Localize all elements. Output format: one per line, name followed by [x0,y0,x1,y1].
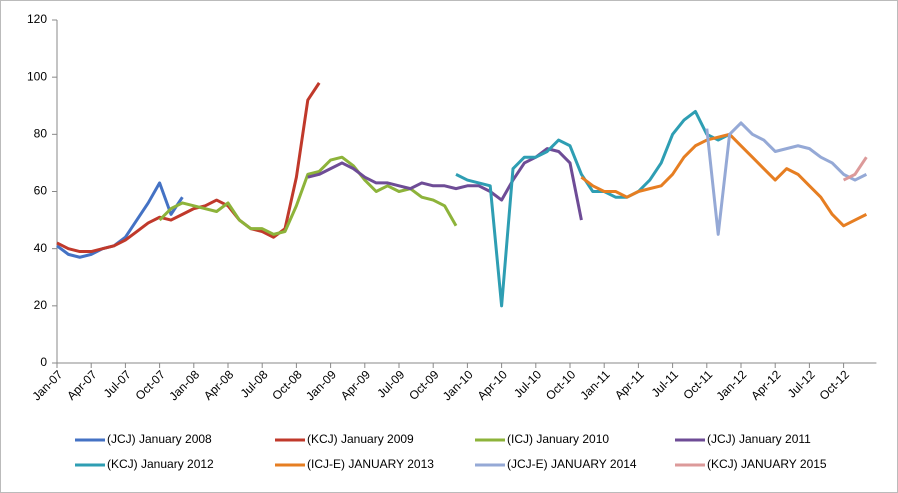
series-line [842,156,868,182]
y-tick-label: 60 [34,184,48,198]
legend-label: (KCJ) January 2009 [307,432,414,446]
series-line [580,132,868,228]
y-tick-label: 120 [27,12,47,26]
legend-label: (JCJ-E) JANUARY 2014 [507,457,637,471]
y-tick-label: 40 [34,241,48,255]
y-tick-label: 100 [27,69,47,83]
legend-label: (JCJ) January 2008 [107,432,212,446]
series-line [56,82,321,254]
legend-label: (KCJ) JANUARY 2015 [707,457,827,471]
y-tick-label: 0 [40,355,47,369]
legend-label: (ICJ) January 2010 [507,432,609,446]
y-tick-label: 20 [34,298,48,312]
legend-label: (ICJ-E) JANUARY 2013 [307,457,434,471]
series-line [158,155,458,236]
legend-label: (KCJ) January 2012 [107,457,214,471]
series-line [705,121,868,236]
y-tick-label: 80 [34,127,48,141]
legend-label: (JCJ) January 2011 [707,432,811,446]
series-line [455,109,731,308]
